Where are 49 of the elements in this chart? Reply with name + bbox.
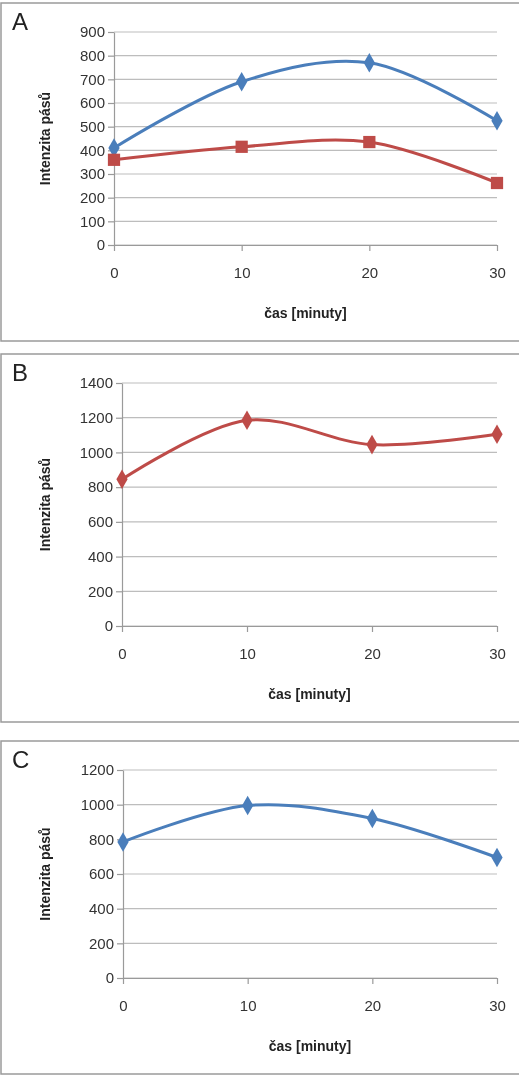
y-tick-label: 300 xyxy=(79,165,105,183)
y-axis-title: Intenzita pásů xyxy=(37,827,53,921)
x-tick-label: 30 xyxy=(489,264,506,281)
x-tick-label: 30 xyxy=(489,645,506,662)
y-tick-label: 400 xyxy=(87,547,113,565)
y-tick-label: 200 xyxy=(88,934,114,952)
y-tick-label: 200 xyxy=(87,582,113,600)
x-tick-label: 20 xyxy=(361,264,379,281)
y-tick-label: 900 xyxy=(79,23,105,41)
chart-title: C xyxy=(12,746,30,773)
x-tick-label: 0 xyxy=(118,645,127,662)
x-axis-title: čas [minuty] xyxy=(264,305,347,321)
y-tick-label: 600 xyxy=(79,94,105,112)
y-tick-label: 700 xyxy=(79,70,105,88)
y-tick-label: 600 xyxy=(87,513,113,531)
chart-title: B xyxy=(12,359,29,386)
x-axis-title: čas [minuty] xyxy=(268,1038,352,1054)
x-axis-title: čas [minuty] xyxy=(268,686,351,702)
y-tick-label: 500 xyxy=(79,117,105,135)
x-tick-label: 20 xyxy=(364,997,382,1014)
y-tick-label: 200 xyxy=(79,188,105,206)
y-axis-title: Intenzita pásů xyxy=(37,457,53,552)
point xyxy=(107,153,121,166)
y-tick-label: 800 xyxy=(87,478,113,496)
point xyxy=(490,176,504,190)
y-tick-label: 1000 xyxy=(79,443,113,461)
y-tick-label: 600 xyxy=(88,865,114,883)
y-tick-label: 0 xyxy=(104,617,113,635)
point xyxy=(235,140,248,153)
y-tick-label: 0 xyxy=(105,969,114,987)
y-tick-label: 1000 xyxy=(80,795,114,813)
y-tick-label: 800 xyxy=(79,46,105,64)
x-tick-label: 10 xyxy=(239,645,256,662)
x-tick-label: 10 xyxy=(239,997,257,1014)
y-tick-label: 1200 xyxy=(79,409,113,427)
x-tick-label: 0 xyxy=(119,997,128,1014)
point xyxy=(363,135,376,149)
y-axis-title: Intenzita pásů xyxy=(37,91,53,186)
y-tick-label: 400 xyxy=(88,899,114,917)
y-tick-label: 800 xyxy=(88,830,114,848)
y-tick-label: 400 xyxy=(79,141,105,159)
chart-title: A xyxy=(12,8,29,35)
y-tick-label: 1200 xyxy=(80,761,114,779)
x-tick-label: 10 xyxy=(233,264,251,281)
x-tick-label: 30 xyxy=(489,997,506,1014)
x-tick-label: 20 xyxy=(364,645,381,662)
y-tick-label: 1400 xyxy=(79,374,113,392)
y-tick-label: 100 xyxy=(79,212,105,230)
y-tick-label: 0 xyxy=(96,236,105,254)
